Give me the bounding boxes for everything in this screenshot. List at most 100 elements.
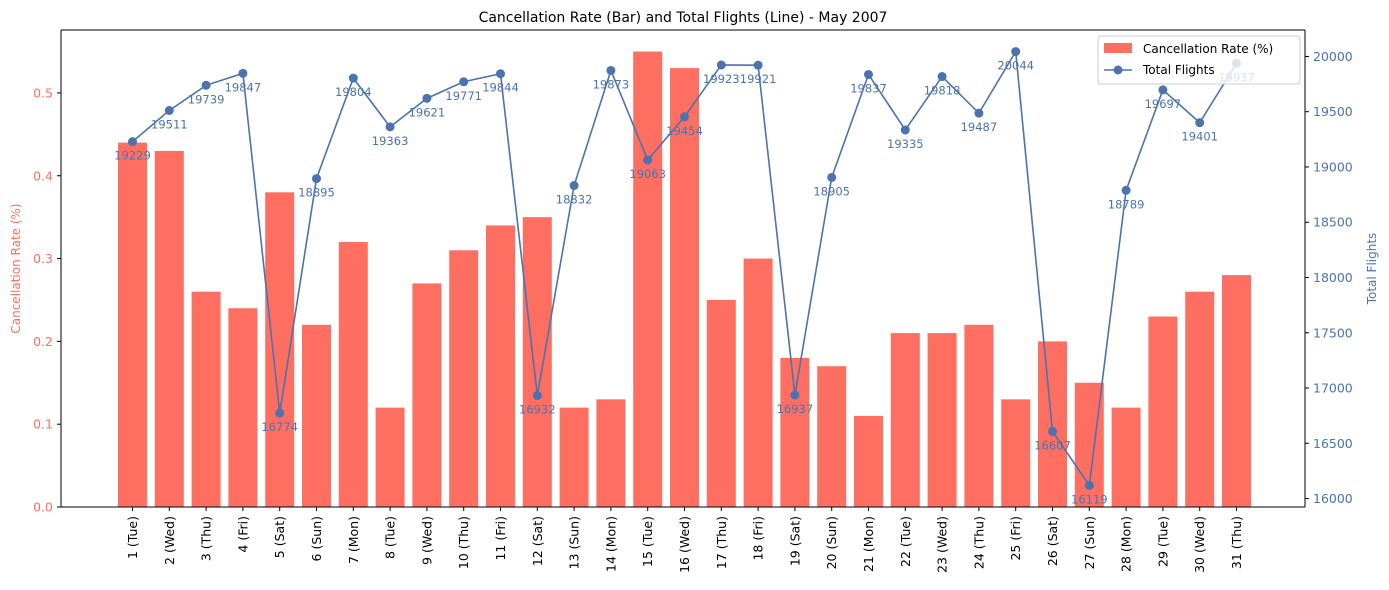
line-data-label-28: 18789	[1108, 197, 1145, 211]
line-point-8	[385, 122, 395, 132]
y-right-tick-label-2: 17000	[1313, 381, 1353, 396]
y-right-tick-label-0: 16000	[1313, 491, 1353, 506]
line-data-label-1: 19229	[114, 149, 151, 163]
line-data-label-2: 19511	[151, 117, 188, 131]
line-data-label-25: 20044	[997, 59, 1034, 73]
legend-line-label: Total Flights	[1142, 63, 1215, 77]
x-tick-label-17: 17 (Thu)	[714, 516, 729, 569]
legend-bar-label: Cancellation Rate (%)	[1143, 42, 1273, 56]
bar-14	[596, 399, 626, 507]
line-point-1	[128, 137, 137, 147]
line-point-15	[643, 155, 653, 165]
bar-7	[338, 242, 368, 507]
y-right-tick-label-3: 17500	[1313, 325, 1353, 340]
bar-22	[890, 333, 920, 507]
line-data-label-17: 19923	[703, 72, 740, 86]
line-point-13	[569, 181, 579, 191]
x-tick-label-24: 24 (Thu)	[971, 516, 986, 569]
y-right-tick-label-6: 19000	[1313, 159, 1353, 174]
x-tick-label-13: 13 (Sun)	[567, 516, 582, 569]
line-data-label-4: 19847	[225, 80, 262, 94]
x-tick-label-27: 27 (Sun)	[1082, 516, 1097, 569]
x-tick-label-15: 15 (Tue)	[640, 516, 655, 567]
line-point-22	[900, 125, 910, 135]
bar-29	[1148, 316, 1178, 507]
line-point-6	[312, 174, 321, 184]
bar-13	[559, 407, 589, 507]
line-data-label-18: 19921	[740, 72, 777, 86]
x-tick-label-28: 28 (Mon)	[1119, 516, 1134, 572]
x-tick-label-30: 30 (Wed)	[1192, 516, 1207, 573]
line-data-label-14: 19873	[593, 77, 630, 91]
line-point-5	[275, 408, 285, 418]
line-point-18	[753, 60, 763, 70]
bar-15	[633, 51, 663, 507]
bar-6	[302, 324, 331, 507]
x-tick-label-7: 7 (Mon)	[346, 516, 361, 564]
bar-10	[449, 250, 479, 507]
line-data-label-6: 18895	[298, 186, 335, 200]
x-tick-label-25: 25 (Fri)	[1008, 516, 1023, 561]
line-data-label-20: 18905	[813, 184, 850, 198]
x-tick-label-18: 18 (Fri)	[751, 516, 766, 561]
bar-20	[817, 366, 847, 507]
line-point-21	[864, 69, 873, 79]
x-tick-label-11: 11 (Fri)	[493, 516, 508, 561]
bar-17	[706, 299, 736, 507]
line-point-19	[790, 390, 800, 400]
x-tick-label-4: 4 (Fri)	[235, 516, 250, 553]
bar-30	[1185, 291, 1215, 507]
line-point-9	[422, 93, 432, 103]
y-right-axis-label: Total Flights	[1365, 233, 1379, 306]
bar-19	[780, 357, 810, 507]
x-tick-label-12: 12 (Sat)	[530, 516, 545, 566]
line-data-label-22: 19335	[887, 137, 924, 151]
line-data-label-21: 19837	[850, 81, 887, 95]
line-data-label-3: 19739	[188, 92, 225, 106]
x-tick-label-19: 19 (Sat)	[787, 516, 802, 566]
axes-layer: 0.0 0.1 0.2 0.3 0.4 0.5 16000 16500 17000 17500 18…	[33, 29, 1353, 573]
x-tick-label-14: 14 (Mon)	[603, 516, 618, 572]
bar-3	[191, 291, 221, 507]
line-data-label-19: 16937	[777, 402, 814, 416]
x-tick-label-26: 26 (Sat)	[1045, 516, 1060, 566]
bar-4	[228, 308, 258, 507]
bar-16	[670, 68, 699, 507]
line-point-17	[716, 60, 726, 70]
line-point-10	[459, 77, 469, 87]
line-data-label-24: 19487	[961, 120, 998, 134]
line-point-14	[606, 65, 616, 75]
y-left-tick-label-4: 0.4	[33, 168, 53, 183]
line-point-16	[680, 112, 689, 122]
x-tick-label-20: 20 (Sun)	[824, 516, 839, 569]
line-point-25	[1011, 47, 1021, 57]
line-point-27	[1084, 480, 1094, 490]
line-data-label-30: 19401	[1181, 130, 1218, 144]
legend-bar-swatch	[1104, 43, 1132, 53]
line-data-label-5: 16774	[261, 420, 298, 434]
line-data-label-11: 19844	[482, 81, 519, 95]
bar-11	[486, 225, 515, 507]
line-data-label-16: 19454	[666, 124, 703, 138]
line-data-label-7: 19804	[335, 85, 372, 99]
bar-12	[522, 217, 552, 507]
bar-18	[743, 258, 773, 507]
line-point-12	[532, 391, 542, 401]
line-data-label-27: 16119	[1071, 492, 1108, 506]
line-point-20	[827, 172, 837, 182]
chart-title: Cancellation Rate (Bar) and Total Flight…	[479, 10, 888, 26]
line-data-label-26: 16607	[1034, 438, 1071, 452]
x-tick-label-2: 2 (Wed)	[162, 516, 177, 565]
x-tick-label-16: 16 (Wed)	[677, 516, 692, 573]
bar-21	[854, 415, 883, 507]
x-tick-label-23: 23 (Wed)	[935, 516, 950, 573]
bar-9	[412, 283, 442, 507]
x-tick-label-6: 6 (Sun)	[309, 516, 324, 561]
x-tick-label-22: 22 (Tue)	[898, 516, 913, 567]
line-data-label-10: 19771	[445, 89, 482, 103]
y-right-tick-label-4: 18000	[1313, 270, 1353, 285]
bar-1	[118, 142, 147, 507]
